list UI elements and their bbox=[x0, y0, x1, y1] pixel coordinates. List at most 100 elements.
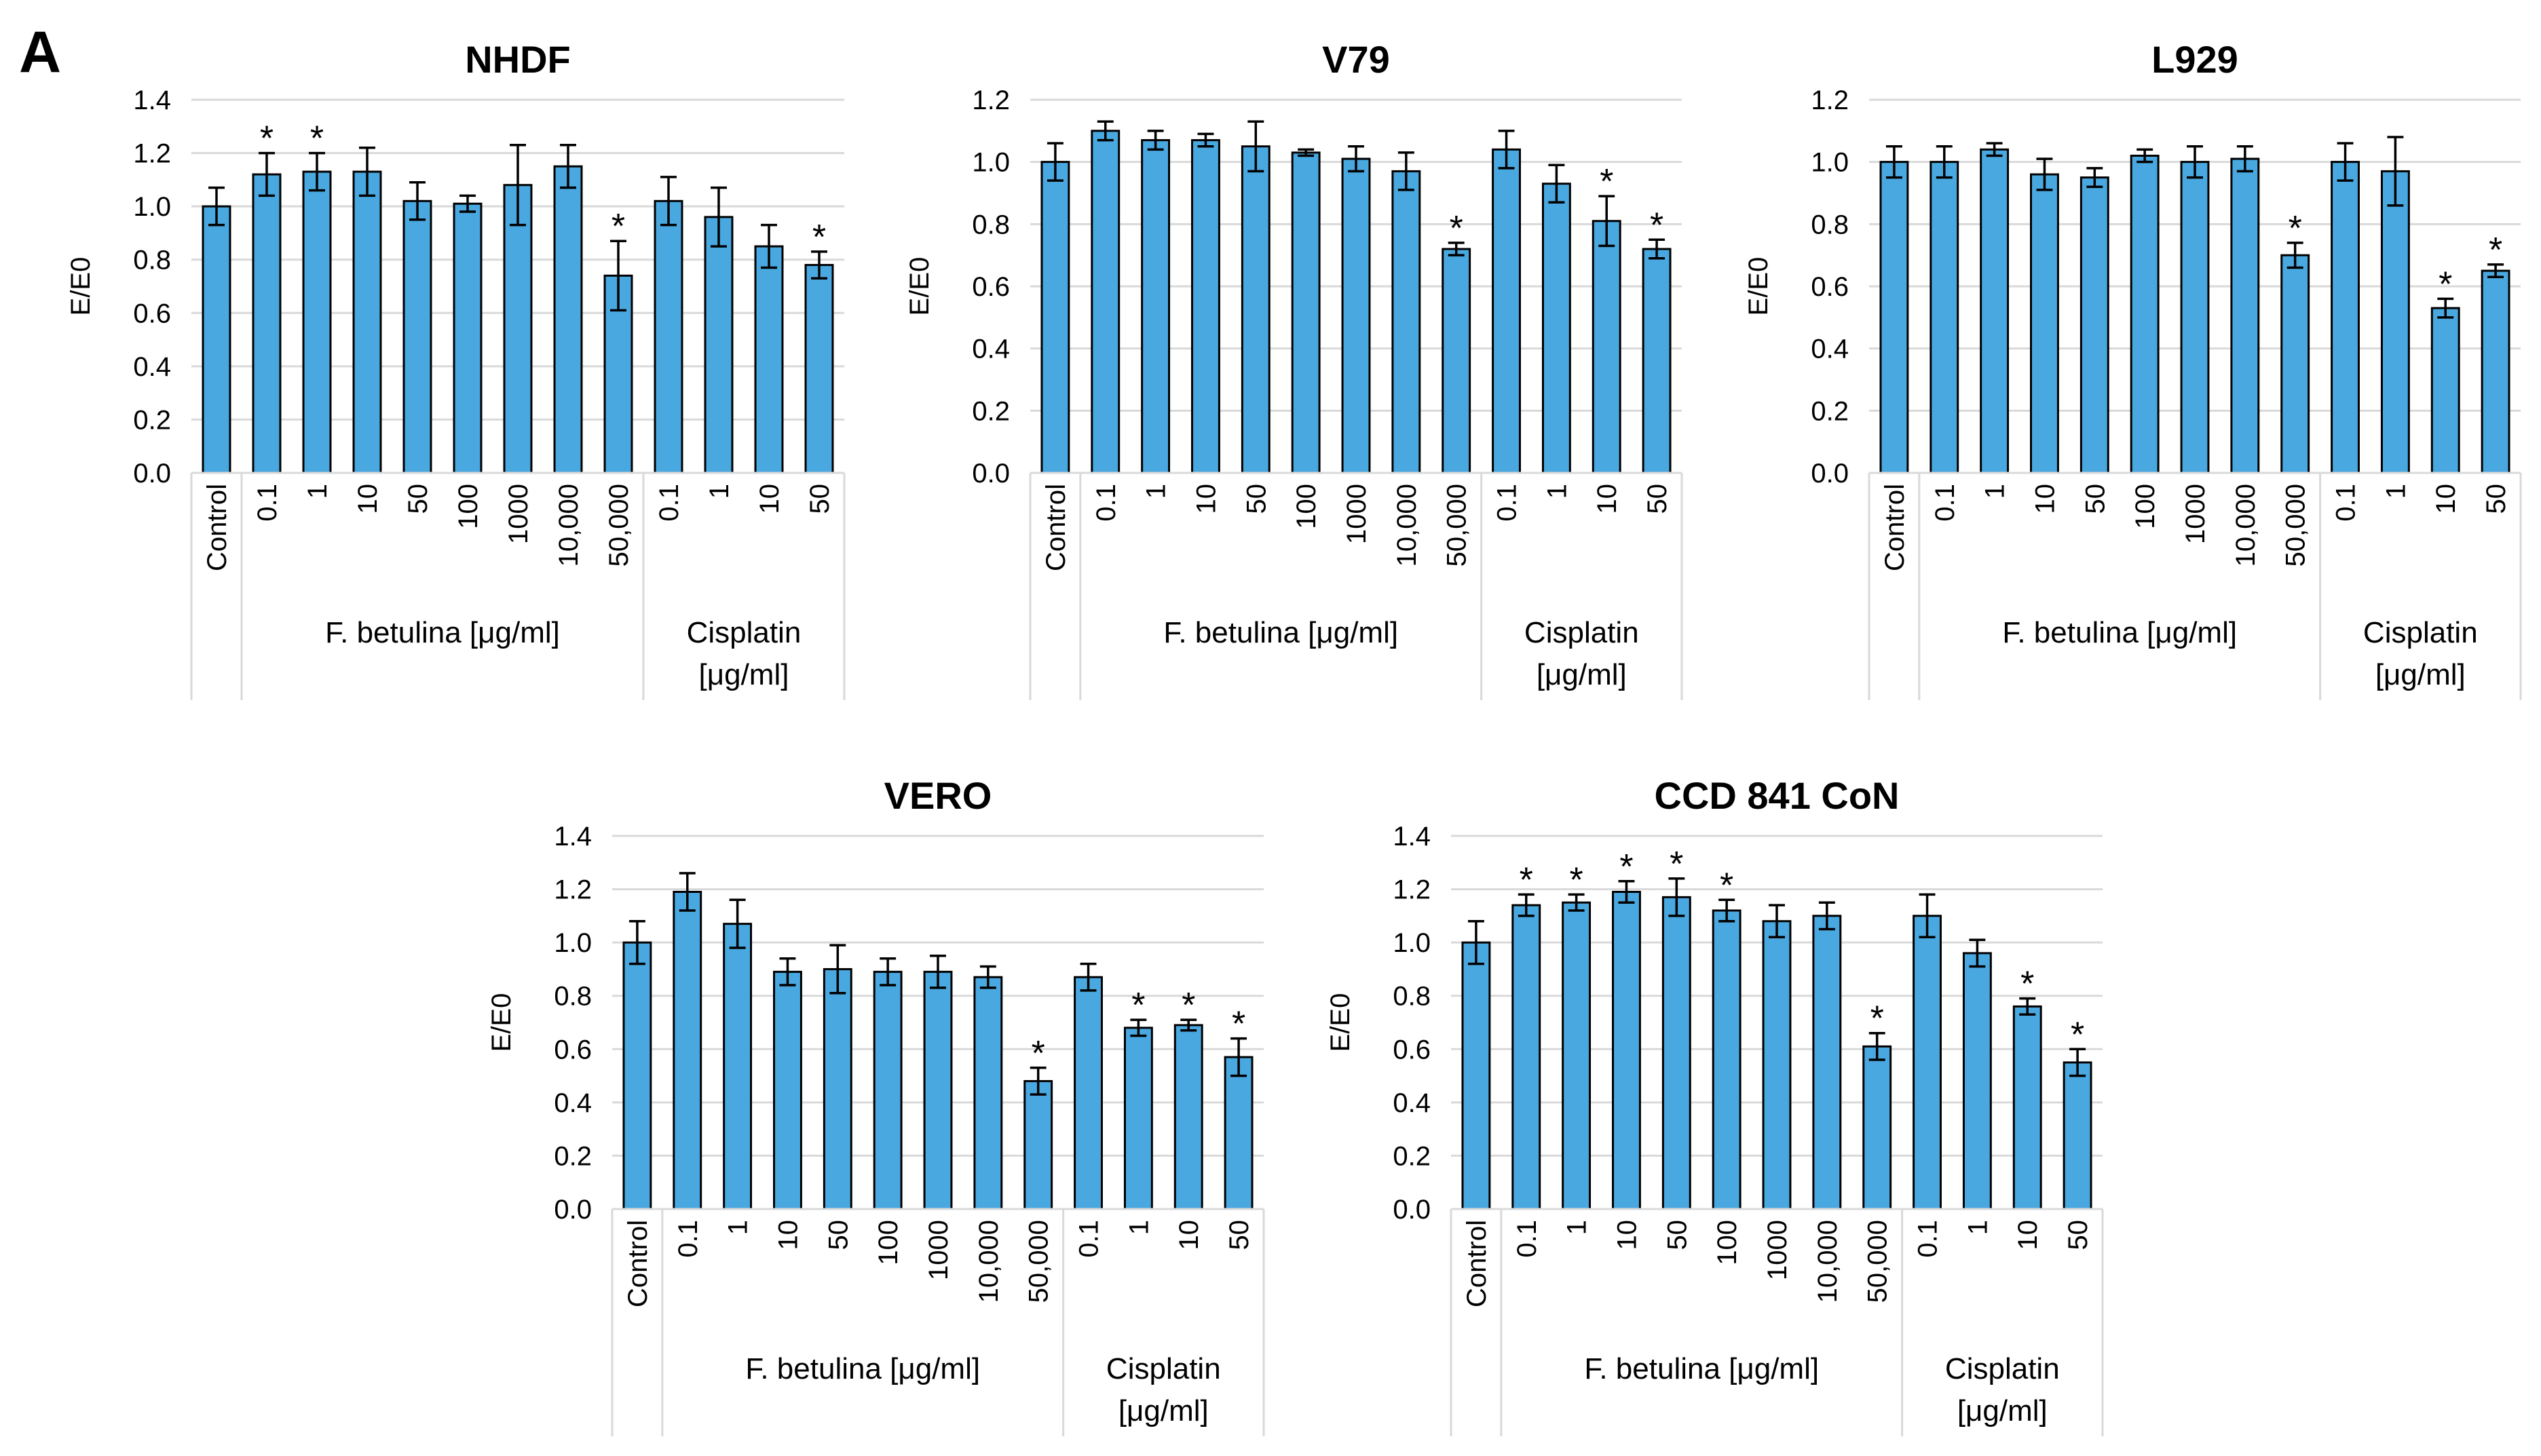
bar bbox=[1661, 896, 1691, 1210]
x-tick-label: 100 bbox=[2130, 484, 2160, 529]
x-tick-label: 10 bbox=[2013, 1220, 2043, 1250]
chart-title: NHDF bbox=[465, 38, 571, 81]
bar bbox=[1962, 952, 1992, 1210]
bar bbox=[1980, 148, 2010, 474]
bar bbox=[823, 968, 852, 1210]
bar bbox=[773, 970, 802, 1210]
bar bbox=[1592, 220, 1621, 474]
x-tick-label: 0.1 bbox=[1492, 484, 1522, 522]
y-tick-label: 0.6 bbox=[1393, 1035, 1431, 1065]
x-tick-label: 50 bbox=[1224, 1220, 1254, 1250]
y-tick-label: 0.8 bbox=[133, 246, 171, 275]
chart-v79: 0.0 0.2 0.4 0.6 0.8 1.0 1.2 V79 E/E0 Control 0.1 1 1… bbox=[905, 38, 1683, 700]
bar bbox=[1562, 901, 1592, 1210]
y-axis-label: E/E0 bbox=[1744, 257, 1773, 316]
x-tick-label: 10,000 bbox=[1392, 484, 1422, 567]
x-tick-label: 0.1 bbox=[673, 1220, 703, 1258]
significance-star: * bbox=[812, 218, 826, 257]
bar bbox=[973, 976, 1003, 1210]
group-label: F. betulina [μg/ml] bbox=[2002, 616, 2237, 649]
y-tick-label: 0.4 bbox=[1393, 1088, 1431, 1118]
x-tick-label: 50 bbox=[1241, 484, 1271, 514]
y-tick-label: 1.0 bbox=[554, 928, 592, 958]
y-tick-label: 1.2 bbox=[1393, 875, 1431, 905]
significance-star: * bbox=[1232, 1005, 1245, 1044]
bar bbox=[1541, 183, 1571, 474]
bar bbox=[252, 173, 282, 474]
y-tick-label: 0.4 bbox=[972, 334, 1010, 364]
y-tick-label: 0.0 bbox=[972, 459, 1010, 488]
bar bbox=[1712, 909, 1742, 1210]
y-tick-label: 1.0 bbox=[1393, 928, 1431, 958]
y-tick-label: 0.2 bbox=[554, 1141, 592, 1171]
chart-title: L929 bbox=[2151, 38, 2238, 81]
chart-nhdf: 0.0 0.2 0.4 0.6 0.8 1.0 1.2 1.4 NHDF E/E0 Control *… bbox=[66, 38, 846, 700]
x-tick-label: 0.1 bbox=[654, 484, 684, 522]
x-tick-label: 50 bbox=[2080, 484, 2110, 514]
x-tick-label: 10 bbox=[1592, 484, 1622, 514]
bar bbox=[2063, 1061, 2092, 1210]
significance-star: * bbox=[2071, 1015, 2084, 1054]
bar bbox=[1879, 161, 1909, 474]
x-tick-label: 10,000 bbox=[554, 484, 584, 567]
y-tick-label: 1.0 bbox=[133, 192, 171, 222]
x-tick-label: 10 bbox=[1612, 1220, 1642, 1250]
x-tick-label: 50 bbox=[1662, 1220, 1692, 1250]
chart-title: CCD 841 CoN bbox=[1655, 774, 1900, 817]
group-label: Cisplatin bbox=[1524, 616, 1639, 649]
x-tick-label: Control bbox=[202, 484, 232, 571]
bar bbox=[453, 202, 483, 474]
bar bbox=[1173, 1024, 1203, 1210]
bar bbox=[2180, 161, 2210, 474]
bar bbox=[1191, 139, 1220, 474]
x-tick-label: 50,000 bbox=[604, 484, 634, 567]
bar bbox=[1492, 148, 1521, 474]
significance-star: * bbox=[1619, 847, 1633, 887]
significance-star: * bbox=[1032, 1034, 1045, 1073]
x-tick-label: 10,000 bbox=[1813, 1220, 1843, 1303]
bar bbox=[2230, 157, 2260, 474]
bar bbox=[1023, 1079, 1053, 1210]
bar bbox=[1241, 145, 1270, 474]
bar bbox=[1612, 891, 1641, 1210]
bar bbox=[2380, 170, 2410, 474]
y-tick-label: 0.8 bbox=[1393, 982, 1431, 1012]
y-tick-label: 1.4 bbox=[554, 822, 592, 851]
x-tick-label: 1 bbox=[1562, 1220, 1592, 1235]
significance-star: * bbox=[1600, 162, 1613, 202]
significance-star: * bbox=[2020, 965, 2034, 1004]
x-tick-label: 0.1 bbox=[2331, 484, 2361, 522]
x-tick-label: 1 bbox=[1142, 484, 1171, 499]
bar bbox=[1091, 130, 1121, 474]
x-tick-label: 50 bbox=[2063, 1220, 2093, 1250]
x-tick-label: Control bbox=[1462, 1220, 1492, 1307]
bar bbox=[2430, 307, 2460, 474]
y-tick-label: 1.2 bbox=[1811, 85, 1849, 115]
x-tick-label: 1000 bbox=[2181, 484, 2210, 544]
x-tick-label: 100 bbox=[453, 484, 483, 529]
bar bbox=[804, 264, 834, 474]
significance-star: * bbox=[1182, 986, 1195, 1025]
x-tick-label: 1 bbox=[1980, 484, 2010, 499]
bar bbox=[1862, 1045, 1892, 1210]
y-tick-label: 0.6 bbox=[554, 1035, 592, 1065]
bar bbox=[723, 923, 753, 1210]
group-label: F. betulina [μg/ml] bbox=[1584, 1352, 1819, 1385]
y-tick-label: 1.0 bbox=[1811, 148, 1849, 178]
y-tick-label: 0.4 bbox=[1811, 334, 1849, 364]
x-tick-label: 100 bbox=[873, 1220, 903, 1265]
bar bbox=[873, 970, 903, 1210]
bar bbox=[1391, 170, 1421, 474]
x-tick-label: 1 bbox=[303, 484, 333, 499]
bar bbox=[2280, 254, 2310, 474]
x-tick-label: 10 bbox=[353, 484, 383, 514]
y-tick-label: 0.2 bbox=[1811, 396, 1849, 426]
x-tick-label: 10 bbox=[773, 1220, 803, 1250]
bar bbox=[2481, 269, 2510, 474]
x-tick-label: 10 bbox=[755, 484, 785, 514]
x-tick-label: 50 bbox=[2481, 484, 2511, 514]
x-tick-label: 10 bbox=[1174, 1220, 1204, 1250]
y-tick-label: 0.6 bbox=[972, 272, 1010, 302]
group-label: [μg/ml] bbox=[2375, 658, 2466, 691]
x-tick-label: 100 bbox=[1712, 1220, 1742, 1265]
